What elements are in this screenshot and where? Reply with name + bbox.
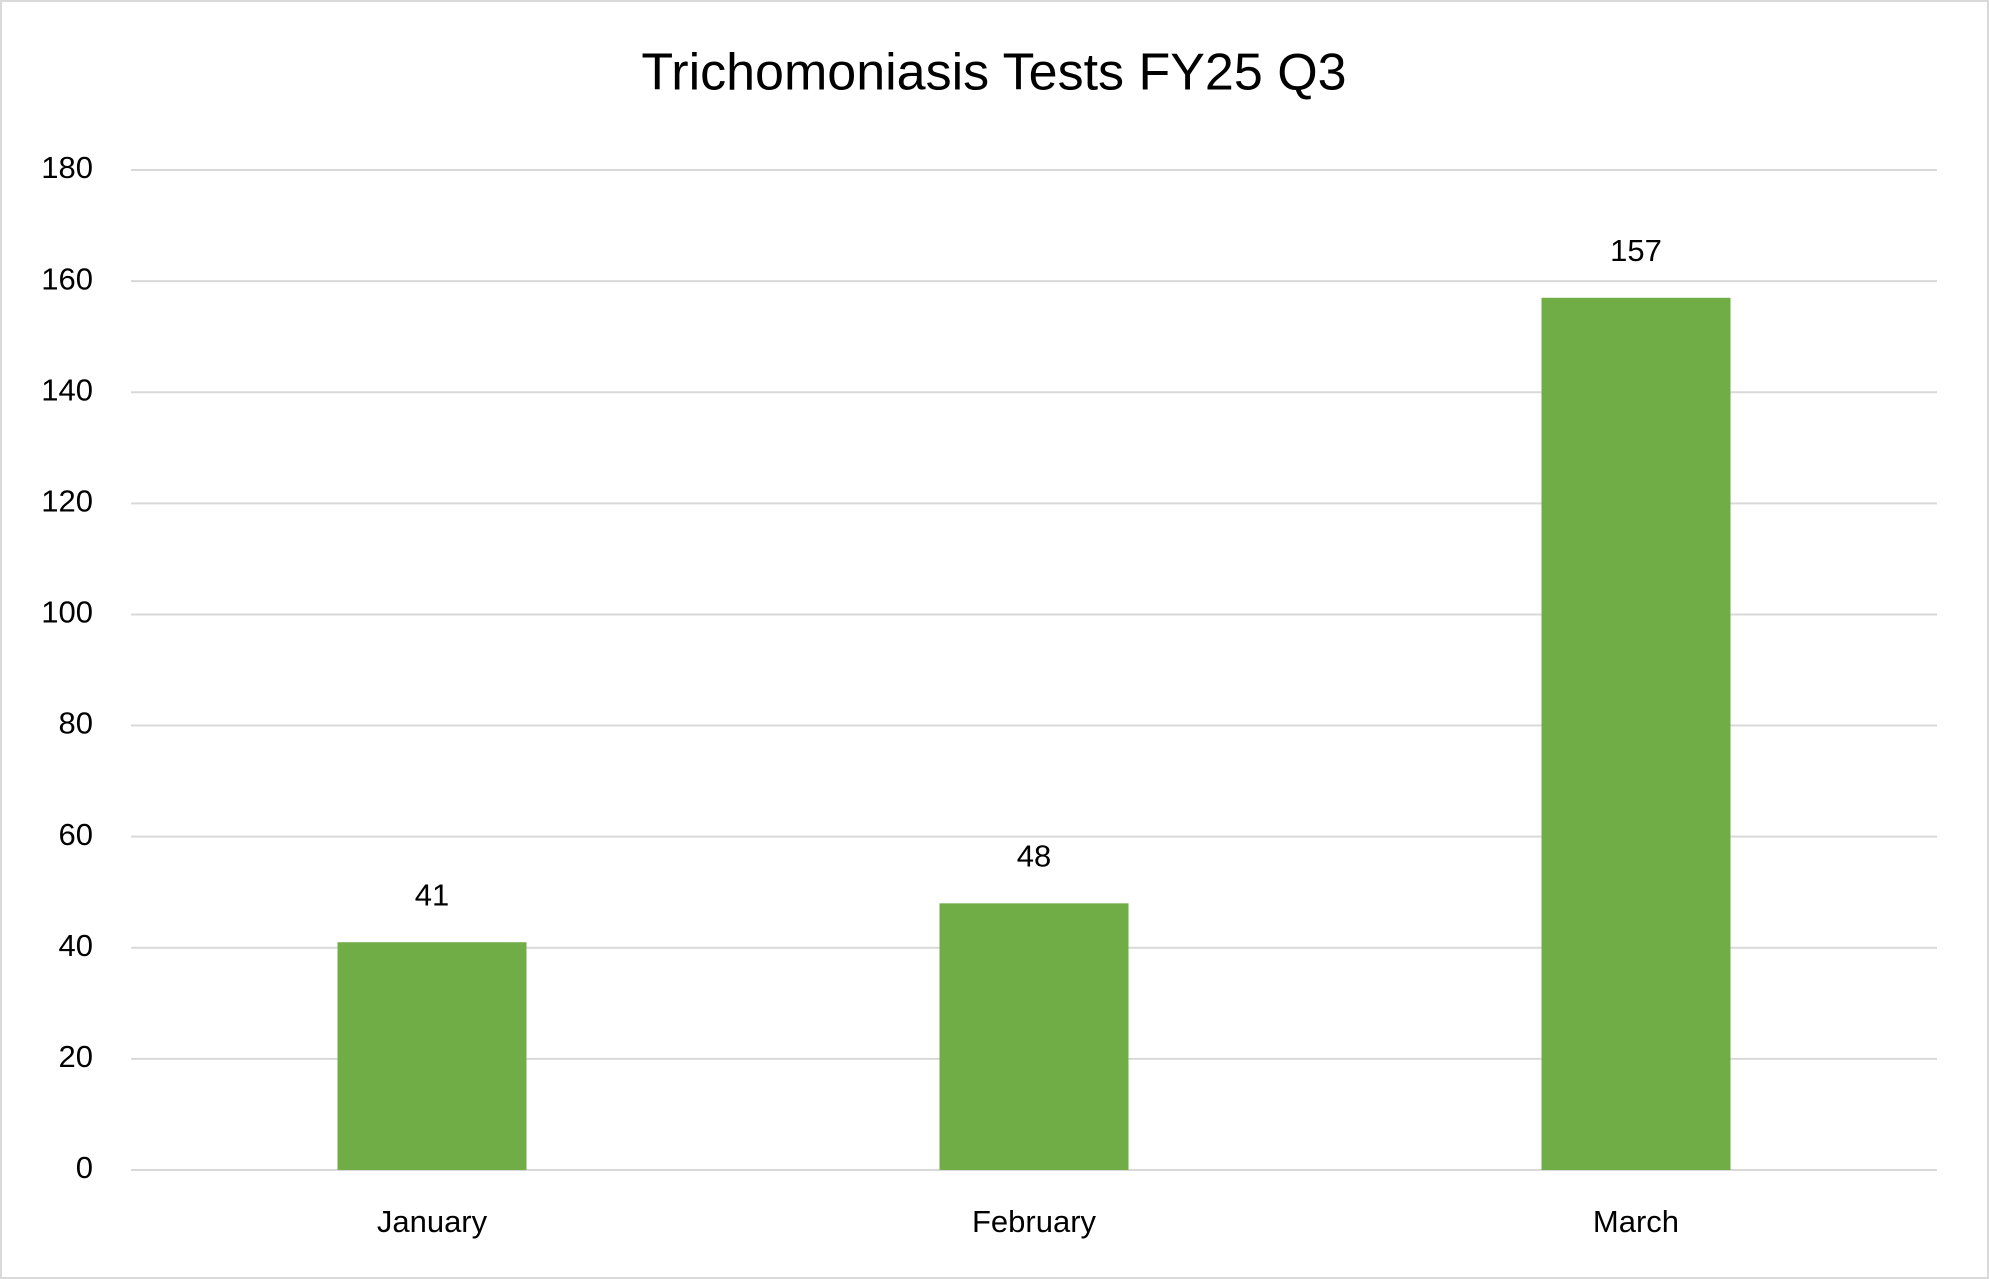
x-tick-label: January bbox=[377, 1204, 488, 1239]
bar bbox=[1541, 297, 1731, 1170]
y-tick-label: 20 bbox=[59, 1039, 93, 1074]
y-tick-label: 0 bbox=[76, 1150, 93, 1185]
y-tick-label: 140 bbox=[41, 372, 93, 407]
y-tick-label: 120 bbox=[41, 484, 93, 519]
x-tick-label: March bbox=[1593, 1204, 1679, 1239]
x-tick-label: February bbox=[972, 1204, 1097, 1239]
y-tick-label: 180 bbox=[41, 150, 93, 185]
bar bbox=[337, 942, 527, 1170]
y-tick-label: 80 bbox=[59, 706, 93, 741]
y-tick-label: 160 bbox=[41, 261, 93, 296]
bar bbox=[939, 903, 1129, 1170]
data-label: 157 bbox=[1610, 233, 1662, 268]
chart-title: Trichomoniasis Tests FY25 Q3 bbox=[641, 44, 1346, 102]
data-label: 48 bbox=[1017, 839, 1051, 874]
data-label: 41 bbox=[415, 877, 449, 912]
y-tick-label: 100 bbox=[41, 595, 93, 630]
y-tick-label: 60 bbox=[59, 817, 93, 852]
y-tick-label: 40 bbox=[59, 928, 93, 963]
